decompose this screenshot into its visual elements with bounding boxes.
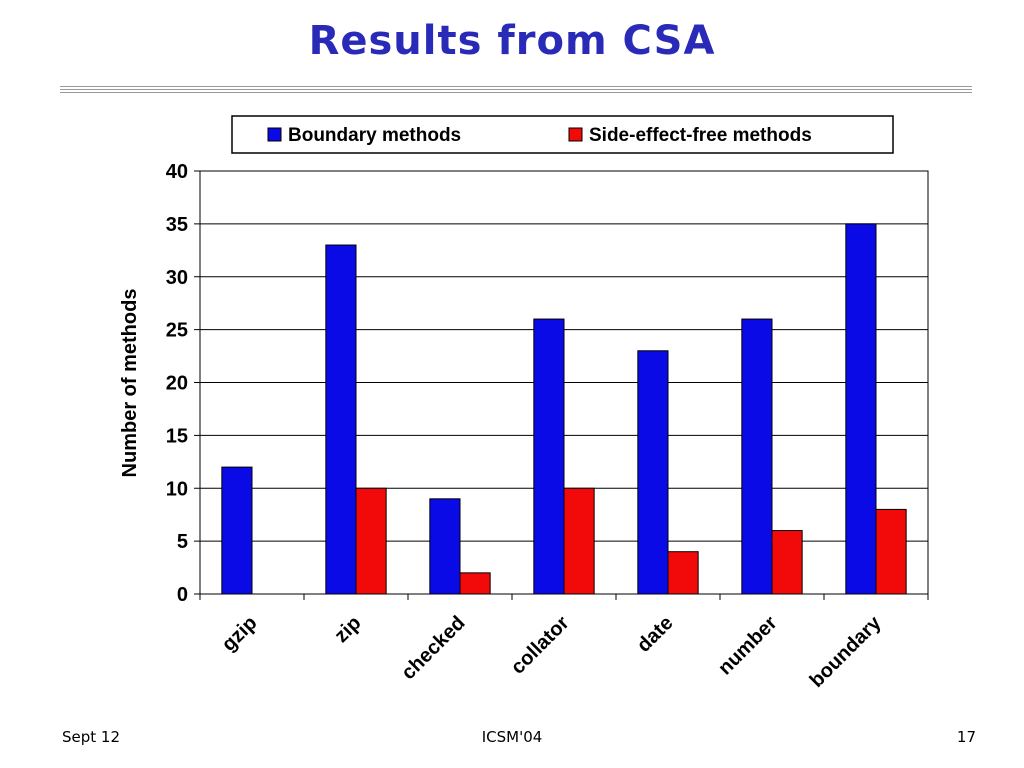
legend-swatch-sideeffect bbox=[568, 127, 583, 142]
y-tick-label: 10 bbox=[166, 478, 188, 500]
y-axis-label: Number of methods bbox=[119, 289, 141, 478]
x-tick-label: gzip bbox=[218, 612, 262, 656]
title-rule bbox=[60, 86, 972, 87]
bar-boundary-number bbox=[741, 318, 773, 595]
bar-sideeffect-collator bbox=[563, 487, 595, 595]
y-tick-label: 20 bbox=[166, 373, 188, 395]
x-tick-labels: gzip zip checked collator date number boundary bbox=[218, 611, 886, 692]
x-tick-label: number bbox=[714, 612, 782, 680]
legend-label-boundary: Boundary methods bbox=[288, 125, 461, 146]
bar-boundary-zip bbox=[325, 244, 357, 595]
y-tick-label: 5 bbox=[177, 531, 188, 553]
bar-boundary-collator bbox=[533, 318, 565, 595]
slide-title: Results from CSA bbox=[308, 18, 716, 64]
y-tick-label: 35 bbox=[166, 214, 188, 236]
bars bbox=[221, 223, 907, 595]
bar-boundary-gzip bbox=[221, 466, 253, 595]
y-tick-label: 0 bbox=[177, 584, 188, 606]
y-tick-label: 15 bbox=[166, 425, 188, 447]
bar-boundary-boundary bbox=[845, 223, 877, 595]
y-tick-label: 40 bbox=[166, 161, 188, 183]
y-tick-labels: 0 5 10 15 20 25 30 35 40 bbox=[166, 161, 188, 606]
legend-box bbox=[231, 115, 894, 154]
x-tick-label: boundary bbox=[806, 611, 887, 692]
legend-label-sideeffect: Side-effect-free methods bbox=[589, 125, 812, 146]
axes bbox=[194, 170, 929, 600]
y-tick-label: 25 bbox=[166, 320, 188, 342]
bar-sideeffect-date bbox=[667, 551, 699, 595]
bar-sideeffect-boundary bbox=[875, 508, 907, 595]
legend: Boundary methods Side-effect-free method… bbox=[231, 115, 894, 154]
bar-boundary-date bbox=[637, 350, 669, 595]
y-tick-label: 30 bbox=[166, 267, 188, 289]
footer-conference: ICSM'04 bbox=[481, 728, 543, 746]
plot-area-border bbox=[199, 170, 929, 595]
bar-boundary-checked bbox=[429, 498, 461, 595]
bar-sideeffect-checked bbox=[459, 572, 491, 595]
footer-page-number: 17 bbox=[956, 728, 976, 746]
x-tick-label: zip bbox=[330, 612, 365, 647]
bar-sideeffect-zip bbox=[355, 487, 387, 595]
title-rule bbox=[60, 92, 972, 93]
legend-swatch-boundary bbox=[267, 127, 282, 142]
footer-date: Sept 12 bbox=[62, 728, 121, 746]
x-tick-label: checked bbox=[397, 612, 469, 684]
x-tick-label: date bbox=[633, 612, 678, 657]
title-rule bbox=[60, 89, 972, 90]
x-tick-label: collator bbox=[507, 612, 574, 679]
bar-sideeffect-number bbox=[771, 530, 803, 595]
